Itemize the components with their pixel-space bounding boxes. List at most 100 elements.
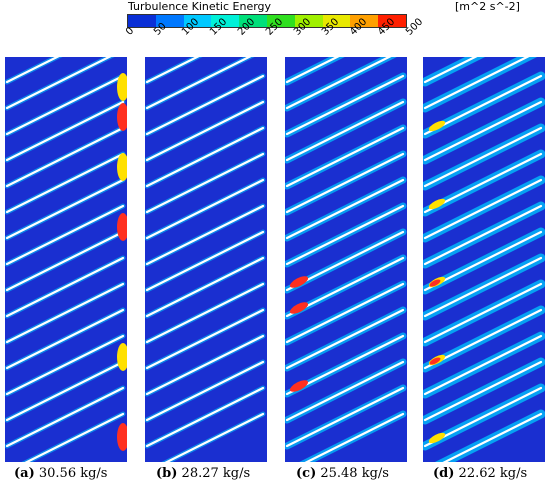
- colorbar-segment: [128, 15, 156, 27]
- trailing-edge-hot-spot: [117, 213, 127, 241]
- blade: [423, 126, 543, 188]
- blade: [5, 126, 125, 188]
- legend-units: [m^2 s^-2]: [455, 0, 520, 13]
- blade: [423, 204, 543, 266]
- blade: [285, 178, 405, 240]
- colorbar-segment: [211, 15, 240, 27]
- blade: [285, 57, 392, 110]
- panel-b: [145, 57, 267, 462]
- caption-a: (a) 30.56 kg/s: [14, 466, 107, 481]
- blade: [145, 308, 265, 370]
- blade: [5, 308, 125, 370]
- blade: [5, 100, 125, 162]
- hot-spot: [429, 279, 441, 287]
- blade: [5, 57, 112, 110]
- warm-spot: [428, 432, 446, 444]
- blade: [285, 360, 405, 422]
- blade: [5, 256, 125, 318]
- colorbar-segment: [322, 15, 351, 27]
- blade: [24, 412, 125, 462]
- blade: [145, 360, 265, 422]
- caption-d: (d) 22.62 kg/s: [433, 466, 527, 481]
- blade: [145, 57, 252, 110]
- colorbar-tick-label: 500: [404, 16, 426, 38]
- colorbar-segment: [239, 15, 267, 27]
- blade: [164, 412, 265, 462]
- warm-spot: [428, 120, 446, 132]
- blade: [423, 334, 543, 396]
- blade: [285, 204, 405, 266]
- colorbar-segment: [155, 15, 184, 27]
- caption-c: (c) 25.48 kg/s: [296, 466, 389, 481]
- panel-c: [285, 57, 407, 462]
- blade: [5, 334, 125, 396]
- blade: [145, 230, 265, 292]
- blade: [285, 152, 405, 214]
- caption-b-value: 28.27 kg/s: [181, 466, 251, 481]
- warm-spot: [428, 198, 446, 210]
- colorbar-segment: [350, 15, 379, 27]
- blade: [423, 256, 543, 318]
- blade: [145, 386, 265, 448]
- colorbar-segment: [183, 15, 212, 27]
- caption-d-label: (d): [433, 466, 455, 481]
- caption-a-value: 30.56 kg/s: [38, 466, 108, 481]
- trailing-edge-hot-spot: [117, 103, 127, 131]
- blade: [5, 204, 125, 266]
- colorbar-segment: [294, 15, 323, 27]
- blade: [285, 386, 405, 448]
- blade: [145, 256, 265, 318]
- blade: [5, 57, 60, 84]
- trailing-edge-hot-spot: [117, 73, 127, 101]
- hot-spot: [289, 302, 309, 314]
- blade: [145, 334, 265, 396]
- trailing-edge-hot-spot: [117, 343, 127, 371]
- blade: [285, 74, 405, 136]
- hot-spot: [429, 357, 441, 365]
- hot-spot: [289, 276, 309, 288]
- colorbar-segment: [266, 15, 295, 27]
- caption-b-label: (b): [156, 466, 178, 481]
- blade: [5, 178, 125, 240]
- blade: [5, 74, 125, 136]
- trailing-edge-hot-spot: [117, 153, 127, 181]
- blade: [5, 152, 125, 214]
- blade: [423, 57, 478, 84]
- blade: [423, 178, 543, 240]
- blade: [5, 230, 125, 292]
- blade: [442, 412, 543, 462]
- blade: [285, 100, 405, 162]
- caption-d-value: 22.62 kg/s: [458, 466, 528, 481]
- blade: [145, 57, 200, 84]
- blade: [423, 100, 543, 162]
- colorbar-segment: [378, 15, 406, 27]
- hot-spot: [289, 380, 309, 392]
- blade: [285, 126, 405, 188]
- blade: [145, 74, 265, 136]
- colorbar: [127, 14, 407, 28]
- caption-c-label: (c): [296, 466, 317, 481]
- blade: [145, 282, 265, 344]
- blade: [145, 152, 265, 214]
- blade: [304, 412, 405, 462]
- blade: [423, 282, 543, 344]
- blade: [5, 360, 125, 422]
- blade: [145, 100, 265, 162]
- trailing-edge-hot-spot: [117, 423, 127, 451]
- caption-a-label: (a): [14, 466, 35, 481]
- caption-c-value: 25.48 kg/s: [320, 466, 389, 481]
- blade: [285, 282, 405, 344]
- blade: [145, 178, 265, 240]
- blade: [145, 126, 265, 188]
- blade: [145, 204, 265, 266]
- panel-a: [5, 57, 127, 462]
- blade: [285, 57, 340, 84]
- blade: [5, 282, 125, 344]
- blade: [423, 57, 530, 110]
- blade: [285, 308, 405, 370]
- caption-b: (b) 28.27 kg/s: [156, 466, 250, 481]
- legend-title: Turbulence Kinetic Energy: [128, 0, 272, 13]
- blade: [5, 386, 125, 448]
- panel-d: [423, 57, 545, 462]
- blade: [423, 360, 543, 422]
